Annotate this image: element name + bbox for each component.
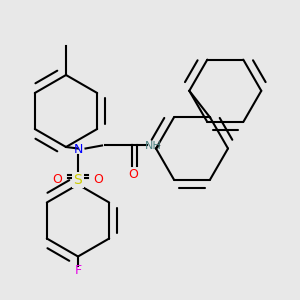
Text: F: F bbox=[74, 263, 82, 277]
Text: S: S bbox=[74, 173, 82, 187]
Text: N: N bbox=[73, 143, 83, 157]
Text: O: O bbox=[94, 173, 103, 187]
Text: NH: NH bbox=[145, 142, 161, 152]
Text: O: O bbox=[129, 167, 138, 181]
Text: O: O bbox=[53, 173, 62, 187]
